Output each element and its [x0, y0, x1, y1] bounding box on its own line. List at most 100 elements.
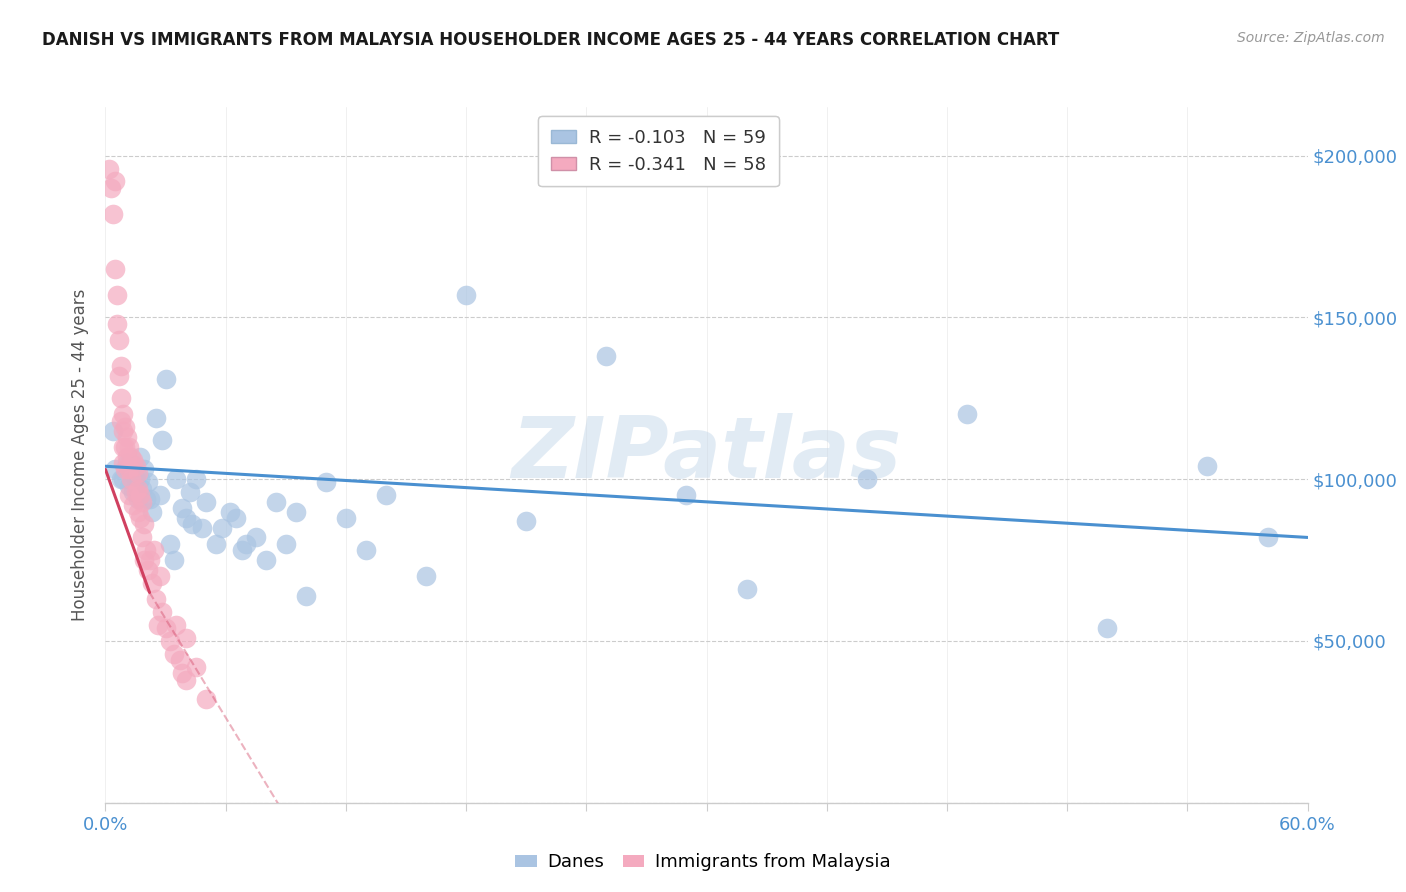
Point: [98, 161, 121, 176]
Point: [155, 372, 177, 386]
Point: [118, 462, 141, 476]
Point: [112, 456, 135, 470]
Text: ZIPatlas: ZIPatlas: [512, 413, 901, 497]
Point: [150, 434, 173, 448]
Point: [159, 634, 181, 648]
Point: [121, 462, 143, 476]
Point: [595, 349, 617, 363]
Point: [174, 673, 197, 687]
Point: [141, 575, 163, 590]
Point: [1097, 621, 1119, 635]
Point: [112, 472, 135, 486]
Point: [956, 408, 979, 422]
Legend: Danes, Immigrants from Malaysia: Danes, Immigrants from Malaysia: [508, 847, 898, 879]
Point: [124, 459, 146, 474]
Point: [112, 408, 135, 422]
Point: [118, 488, 141, 502]
Point: [122, 498, 145, 512]
Point: [354, 543, 377, 558]
Point: [135, 491, 157, 506]
Point: [135, 543, 157, 558]
Point: [127, 491, 149, 506]
Point: [128, 511, 150, 525]
Point: [374, 488, 398, 502]
Point: [103, 424, 125, 438]
Point: [128, 472, 150, 486]
Point: [117, 450, 139, 464]
Text: Source: ZipAtlas.com: Source: ZipAtlas.com: [1237, 31, 1385, 45]
Point: [124, 485, 146, 500]
Point: [284, 504, 307, 518]
Point: [138, 553, 160, 567]
Point: [118, 478, 141, 492]
Point: [141, 504, 163, 518]
Point: [180, 517, 202, 532]
Point: [124, 472, 146, 486]
Point: [110, 392, 132, 406]
Point: [245, 531, 267, 545]
Point: [148, 569, 170, 583]
Point: [121, 450, 143, 464]
Point: [169, 653, 191, 667]
Point: [218, 504, 240, 518]
Point: [165, 617, 187, 632]
Point: [855, 472, 877, 486]
Point: [122, 452, 145, 467]
Point: [117, 430, 139, 444]
Y-axis label: Householder Income Ages 25 - 44 years: Householder Income Ages 25 - 44 years: [72, 289, 90, 621]
Point: [515, 514, 537, 528]
Point: [131, 482, 153, 496]
Point: [194, 692, 217, 706]
Point: [117, 456, 139, 470]
Point: [225, 511, 247, 525]
Point: [155, 621, 177, 635]
Point: [114, 420, 136, 434]
Point: [274, 537, 297, 551]
Point: [110, 359, 132, 373]
Point: [148, 488, 170, 502]
Point: [100, 181, 122, 195]
Point: [103, 207, 125, 221]
Point: [415, 569, 437, 583]
Point: [127, 466, 149, 480]
Point: [104, 174, 127, 188]
Point: [1197, 459, 1219, 474]
Point: [675, 488, 697, 502]
Point: [184, 472, 207, 486]
Point: [1257, 531, 1279, 545]
Point: [174, 631, 197, 645]
Point: [235, 537, 257, 551]
Legend: R = -0.103   N = 59, R = -0.341   N = 58: R = -0.103 N = 59, R = -0.341 N = 58: [538, 116, 779, 186]
Text: DANISH VS IMMIGRANTS FROM MALAYSIA HOUSEHOLDER INCOME AGES 25 - 44 YEARS CORRELA: DANISH VS IMMIGRANTS FROM MALAYSIA HOUSE…: [42, 31, 1060, 49]
Point: [122, 485, 145, 500]
Point: [145, 410, 167, 425]
Point: [131, 495, 153, 509]
Point: [138, 491, 160, 506]
Point: [108, 333, 131, 347]
Point: [159, 537, 181, 551]
Point: [121, 472, 143, 486]
Point: [194, 495, 217, 509]
Point: [114, 462, 136, 476]
Point: [335, 511, 357, 525]
Point: [179, 485, 201, 500]
Point: [107, 317, 129, 331]
Point: [162, 553, 184, 567]
Point: [146, 617, 169, 632]
Point: [118, 440, 141, 454]
Point: [132, 517, 155, 532]
Point: [108, 368, 131, 383]
Point: [104, 462, 127, 476]
Point: [295, 589, 318, 603]
Point: [264, 495, 287, 509]
Point: [315, 475, 337, 490]
Point: [104, 261, 127, 276]
Point: [110, 414, 132, 428]
Point: [131, 531, 153, 545]
Point: [114, 440, 136, 454]
Point: [110, 472, 132, 486]
Point: [145, 591, 167, 606]
Point: [454, 287, 477, 301]
Point: [112, 440, 135, 454]
Point: [735, 582, 758, 597]
